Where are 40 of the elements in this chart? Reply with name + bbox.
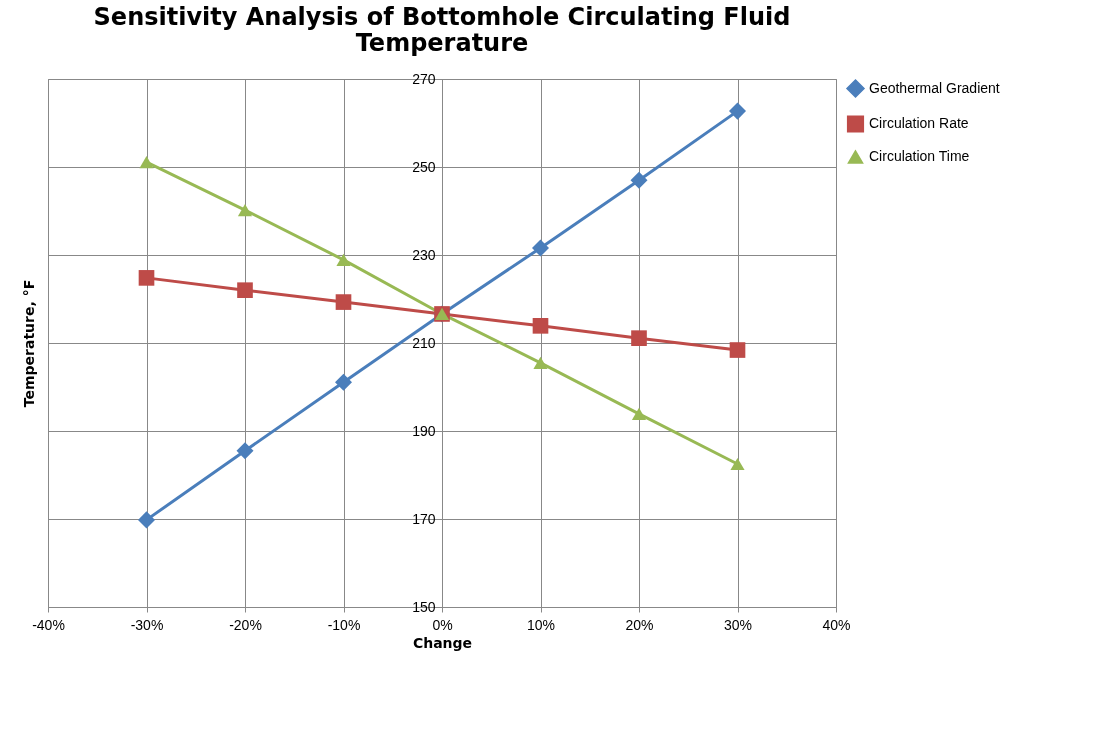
point <box>138 270 155 286</box>
y-tick-label: 190 <box>412 422 436 439</box>
x-tick-label: -40% <box>32 616 65 633</box>
point <box>532 318 549 334</box>
point <box>335 294 352 310</box>
point <box>730 457 745 471</box>
point <box>236 442 254 460</box>
point <box>237 282 253 299</box>
y-tick-label: 270 <box>412 70 436 87</box>
legend-label: Geothermal Gradient <box>869 79 1000 96</box>
y-axis-title: Temperature, °F <box>20 279 37 408</box>
point <box>631 407 647 420</box>
y-tick-label: 150 <box>412 598 436 615</box>
x-tick-label: 0% <box>432 616 453 633</box>
legend-label: Circulation Time <box>869 148 970 164</box>
point <box>630 171 648 189</box>
x-tick-label: -30% <box>130 616 164 633</box>
y-tick-label: 210 <box>412 334 436 351</box>
point <box>137 511 156 529</box>
x-tick-label: -10% <box>327 616 361 633</box>
point <box>728 102 747 120</box>
point <box>334 373 353 391</box>
point <box>533 356 548 369</box>
x-tick-label: 20% <box>625 616 654 633</box>
x-tick-label: 10% <box>526 616 556 633</box>
point <box>336 253 351 266</box>
x-tick-label: 40% <box>822 616 851 633</box>
x-tick-label: -20% <box>229 616 262 633</box>
point <box>631 330 647 346</box>
point <box>237 204 253 217</box>
y-tick-label: 230 <box>412 246 436 263</box>
chart-title: Sensitivity Analysis of Bottomhole Circulating Fluid Temperature <box>93 3 791 57</box>
legend-label: Circulation Rate <box>869 115 969 131</box>
x-axis-title: Change <box>412 634 473 651</box>
point <box>531 239 550 257</box>
point <box>729 342 746 358</box>
y-tick-label: 170 <box>412 510 436 527</box>
x-tick-label: 30% <box>723 616 753 633</box>
y-tick-label: 250 <box>412 158 436 175</box>
point <box>139 156 154 169</box>
